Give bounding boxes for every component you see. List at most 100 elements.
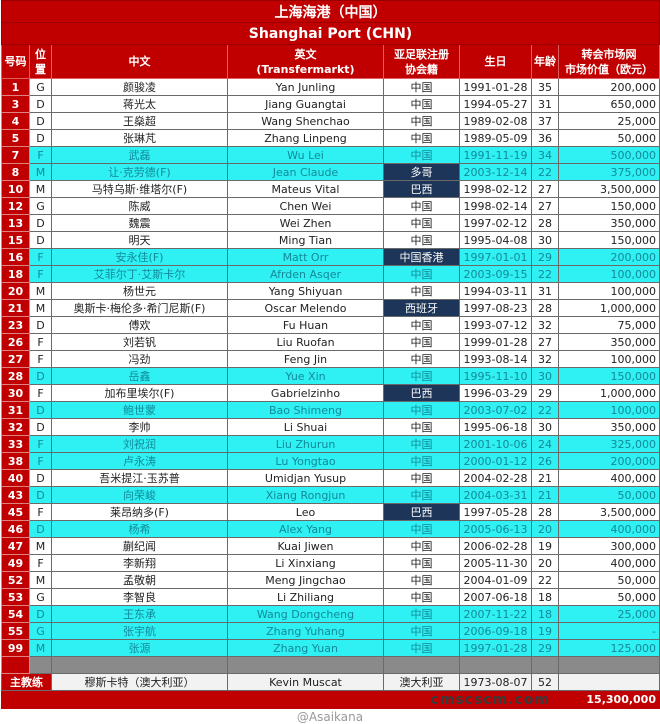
player-row: 26 F 刘若钒 Liu Ruofan 中国 1999-01-28 27 350,000 <box>1 333 660 351</box>
cell-dob: 1996-03-29 <box>459 384 532 402</box>
cell-assoc: 中国 <box>383 197 460 215</box>
cell-cn: 李帅 <box>51 418 228 436</box>
cell-no: 31 <box>1 401 30 419</box>
cell-pos: D <box>29 401 52 419</box>
cell-age: 26 <box>531 452 559 470</box>
cell-age: 30 <box>531 367 559 385</box>
cell-value: 200,000 <box>558 452 660 470</box>
cell-pos: D <box>29 231 52 249</box>
cell-dob: 1991-11-19 <box>459 146 532 164</box>
cell-value: - <box>558 622 660 640</box>
cell-age: 19 <box>531 622 559 640</box>
player-row: 33 F 刘祝润 Liu Zhurun 中国 2001-10-06 24 325,000 <box>1 435 660 453</box>
cell-pos: G <box>29 588 52 606</box>
cell-age: 35 <box>531 78 559 96</box>
cell-cn: 莱昂纳多(F) <box>51 503 228 521</box>
header-dob: 生日 <box>459 44 532 79</box>
cell-en: Wu Lei <box>227 146 384 164</box>
cell-assoc: 中国 <box>383 571 460 589</box>
cell-en: Mateus Vital <box>227 180 384 198</box>
cell-en: Feng Jin <box>227 350 384 368</box>
cell-value: 350,000 <box>558 418 660 436</box>
cell-assoc: 多哥 <box>383 163 460 181</box>
header-cn: 中文 <box>51 44 228 79</box>
player-row: 46 D 杨希 Alex Yang 中国 2005-06-13 20 400,000 <box>1 520 660 538</box>
cell-value: 100,000 <box>558 265 660 283</box>
header-en-line1: 英文 <box>294 47 317 61</box>
cell-en: Gabrielzinho <box>227 384 384 402</box>
cell-cn: 杨世元 <box>51 282 228 300</box>
cell-en: Oscar Melendo <box>227 299 384 317</box>
player-row: 40 D 吾米提江·玉苏普 Umidjan Yusup 中国 2004-02-28 21 40… <box>1 469 660 487</box>
cell-age: 36 <box>531 129 559 147</box>
total-spacer: cmscscm.com <box>1 690 559 709</box>
cell-dob: 1989-02-08 <box>459 112 532 130</box>
cell-assoc: 中国香港 <box>383 248 460 266</box>
cell-pos: G <box>29 197 52 215</box>
cell-en: Fu Huan <box>227 316 384 334</box>
cell-value: 1,000,000 <box>558 299 660 317</box>
cell-en: Jean Claude <box>227 163 384 181</box>
cell-age: 29 <box>531 639 559 657</box>
coach-value <box>558 673 660 691</box>
player-row: 4 D 王燊超 Wang Shenchao 中国 1989-02-08 37 25,000 <box>1 112 660 130</box>
cell-no: 38 <box>1 452 30 470</box>
cell-en: Wang Shenchao <box>227 112 384 130</box>
cell-dob: 1997-02-12 <box>459 214 532 232</box>
cell-dob: 2007-06-18 <box>459 588 532 606</box>
cell-value: 25,000 <box>558 112 660 130</box>
player-row: 13 D 魏震 Wei Zhen 中国 1997-02-12 28 350,000 <box>1 214 660 232</box>
cell-en: Wei Zhen <box>227 214 384 232</box>
cell-value: 100,000 <box>558 401 660 419</box>
cell-age: 32 <box>531 350 559 368</box>
cell-age: 27 <box>531 197 559 215</box>
cell-pos: F <box>29 333 52 351</box>
cell-cn: 杨希 <box>51 520 228 538</box>
cell-pos: F <box>29 435 52 453</box>
title-en: Shanghai Port (CHN) <box>1 22 660 45</box>
cell-cn: 让·克劳德(F) <box>51 163 228 181</box>
header-pos: 位置 <box>29 44 52 79</box>
spacer-cell <box>531 656 559 674</box>
cell-assoc: 中国 <box>383 588 460 606</box>
cell-value: 375,000 <box>558 163 660 181</box>
total-row: cmscscm.com 15,300,000 <box>1 690 660 709</box>
cell-en: Jiang Guangtai <box>227 95 384 113</box>
cell-value: 100,000 <box>558 282 660 300</box>
player-row: 15 D 明天 Ming Tian 中国 1995-04-08 30 150,000 <box>1 231 660 249</box>
cell-dob: 1995-11-10 <box>459 367 532 385</box>
player-row: 28 D 岳鑫 Yue Xin 中国 1995-11-10 30 150,000 <box>1 367 660 385</box>
cell-no: 8 <box>1 163 30 181</box>
player-row: 23 D 傅欢 Fu Huan 中国 1993-07-12 32 75,000 <box>1 316 660 334</box>
cell-age: 37 <box>531 112 559 130</box>
cell-no: 4 <box>1 112 30 130</box>
cell-cn: 张源 <box>51 639 228 657</box>
cell-en: Kuai Jiwen <box>227 537 384 555</box>
cell-pos: F <box>29 384 52 402</box>
cell-age: 31 <box>531 282 559 300</box>
cell-cn: 傅欢 <box>51 316 228 334</box>
cell-en: Li Shuai <box>227 418 384 436</box>
cell-cn: 王燊超 <box>51 112 228 130</box>
cell-no: 45 <box>1 503 30 521</box>
cell-value: 350,000 <box>558 214 660 232</box>
cell-value: 50,000 <box>558 129 660 147</box>
cell-value: 50,000 <box>558 486 660 504</box>
cell-no: 40 <box>1 469 30 487</box>
cell-dob: 2003-07-02 <box>459 401 532 419</box>
header-assoc-line1: 亚足联注册 <box>394 47 449 61</box>
cell-en: Yang Shiyuan <box>227 282 384 300</box>
player-row: 5 D 张琳芃 Zhang Linpeng 中国 1989-05-09 36 50,000 <box>1 129 660 147</box>
cell-cn: 颜骏凌 <box>51 78 228 96</box>
cell-no: 23 <box>1 316 30 334</box>
coach-dob: 1973-08-07 <box>459 673 532 691</box>
cell-dob: 1994-05-27 <box>459 95 532 113</box>
header-en-line2: (Transfermarkt) <box>256 62 355 76</box>
cell-pos: M <box>29 299 52 317</box>
cell-no: 3 <box>1 95 30 113</box>
cell-cn: 鲍世蒙 <box>51 401 228 419</box>
spacer-cell <box>227 656 384 674</box>
cell-age: 30 <box>531 231 559 249</box>
cell-pos: G <box>29 622 52 640</box>
